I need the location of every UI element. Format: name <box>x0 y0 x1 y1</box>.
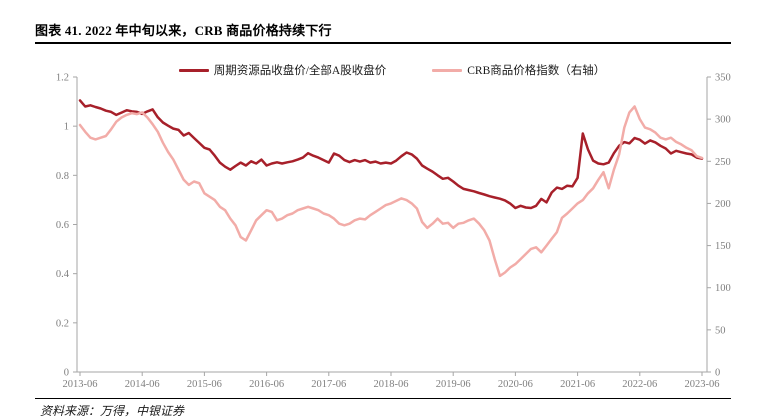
svg-text:2023-06: 2023-06 <box>685 379 720 390</box>
legend-item-ratio: 周期资源品收盘价/全部A股收盘价 <box>178 62 387 78</box>
source-note: 资料来源：万得，中银证券 <box>40 404 185 418</box>
page-title: 图表 41. 2022 年中旬以来，CRB 商品价格持续下行 <box>35 23 332 38</box>
svg-text:2018-06: 2018-06 <box>374 379 409 390</box>
svg-text:150: 150 <box>715 241 731 252</box>
legend-label-ratio: 周期资源品收盘价/全部A股收盘价 <box>213 65 387 77</box>
svg-text:1.2: 1.2 <box>56 73 69 84</box>
chart-legend: 周期资源品收盘价/全部A股收盘价 CRB商品价格指数（右轴） <box>77 62 707 78</box>
svg-text:2017-06: 2017-06 <box>311 379 346 390</box>
left-axis: 0 0.2 0.4 0.6 0.8 1 1.2 <box>56 73 77 379</box>
svg-text:50: 50 <box>715 325 726 336</box>
svg-text:350: 350 <box>715 73 731 84</box>
series-line-ratio <box>78 99 704 210</box>
footer-divider <box>35 398 731 399</box>
svg-text:2019-06: 2019-06 <box>436 379 471 390</box>
legend-item-crb: CRB商品价格指数（右轴） <box>432 62 605 78</box>
svg-text:2020-06: 2020-06 <box>498 379 533 390</box>
svg-text:2014-06: 2014-06 <box>125 379 160 390</box>
svg-text:300: 300 <box>715 115 731 126</box>
svg-text:0.2: 0.2 <box>56 318 69 329</box>
svg-text:250: 250 <box>715 157 731 168</box>
axes <box>76 77 708 373</box>
svg-text:0: 0 <box>715 368 720 379</box>
ratio-line-swatch <box>178 68 209 72</box>
right-axis: 0 50 100 150 200 250 300 350 <box>707 73 731 379</box>
svg-text:2015-06: 2015-06 <box>187 379 222 390</box>
crb-line-swatch <box>432 68 463 72</box>
svg-text:2022-06: 2022-06 <box>622 379 657 390</box>
svg-text:100: 100 <box>715 283 731 294</box>
svg-text:2013-06: 2013-06 <box>63 379 98 390</box>
svg-text:2021-06: 2021-06 <box>560 379 595 390</box>
x-axis: 2013-06 2014-06 2015-06 2016-06 2017-06 2018-… <box>63 372 720 390</box>
svg-text:0.8: 0.8 <box>56 171 69 182</box>
svg-text:1: 1 <box>64 122 69 133</box>
svg-text:0.6: 0.6 <box>56 220 69 231</box>
svg-text:200: 200 <box>715 199 731 210</box>
series-line-crb <box>78 105 704 278</box>
svg-text:0: 0 <box>64 368 69 379</box>
svg-text:2016-06: 2016-06 <box>249 379 284 390</box>
svg-text:0.4: 0.4 <box>56 269 70 280</box>
legend-label-crb: CRB商品价格指数（右轴） <box>467 65 606 77</box>
title-divider <box>35 42 731 44</box>
